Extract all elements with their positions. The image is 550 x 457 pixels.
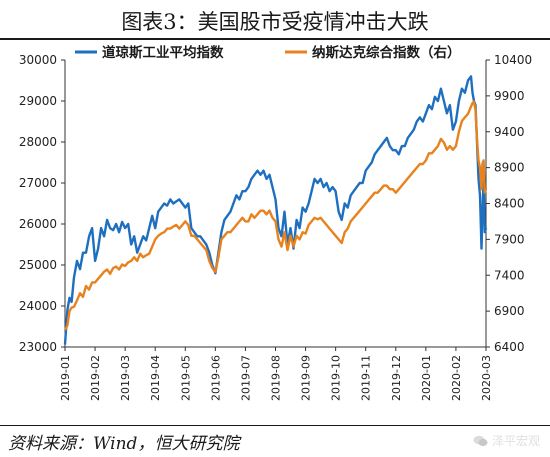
title-divider (0, 38, 550, 40)
footer-divider (0, 425, 550, 426)
chart-title: 图表3：美国股市受疫情冲击大跌 (121, 10, 429, 34)
x-tick-label: 2019-02 (89, 355, 102, 401)
x-tick-label: 2019-07 (239, 355, 252, 401)
x-tick-label: 2019-03 (119, 355, 132, 401)
wechat-icon (473, 435, 488, 446)
x-tick-label: 2019-05 (179, 355, 192, 401)
legend-label-1: 道琼斯工业平均指数 (102, 44, 224, 61)
y-right-tick-label: 9400 (494, 125, 525, 139)
y-right-tick-label: 8900 (494, 161, 525, 175)
y-right-tick-label: 6900 (494, 304, 525, 318)
x-tick-label: 2019-09 (300, 355, 313, 401)
y-left-tick-label: 28000 (19, 135, 57, 149)
x-tick-label: 2019-04 (149, 355, 162, 401)
x-tick-label: 2019-08 (270, 355, 283, 401)
source-note: 资料来源：Wind，恒大研究院 (8, 434, 240, 454)
y-left-tick-label: 27000 (19, 176, 57, 190)
x-tick-label: 2020-03 (480, 355, 493, 401)
y-right-tick-label: 6400 (494, 340, 525, 354)
y-left-tick-label: 24000 (19, 299, 57, 313)
series-lines (63, 75, 488, 345)
x-tick-label: 2019-10 (330, 355, 343, 401)
series-line-2 (63, 100, 488, 331)
x-tick-label: 2020-01 (420, 355, 433, 401)
y-right-tick-label: 8400 (494, 197, 525, 211)
brand-label: 泽平宏观 (491, 434, 540, 448)
y-right-tick-label: 7900 (494, 232, 525, 246)
y-right-tick-label: 9900 (494, 89, 525, 103)
x-tick-label: 2019-06 (209, 355, 222, 401)
legend-label-2: 纳斯达克综合指数（右） (312, 44, 461, 61)
x-tick-label: 2019-11 (360, 355, 373, 401)
line-chart: 23000 24000 25000 26000 27000 28000 29000 30000… (19, 44, 532, 401)
y-right-tick-label: 10400 (494, 53, 532, 67)
chart-legend: 道琼斯工业平均指数 纳斯达克综合指数（右） (75, 44, 461, 61)
x-tick-label: 2020-02 (450, 355, 463, 401)
x-tick-label: 2019-12 (390, 355, 403, 401)
brand-watermark: 泽平宏观 (473, 432, 540, 449)
x-tick-label: 2019-01 (59, 355, 72, 401)
axis-ticks: 23000 24000 25000 26000 27000 28000 29000 30000… (19, 53, 532, 401)
y-left-tick-label: 25000 (19, 258, 57, 272)
y-right-tick-label: 7400 (494, 268, 525, 282)
y-left-tick-label: 26000 (19, 217, 57, 231)
y-left-tick-label: 23000 (19, 340, 57, 354)
y-left-tick-label: 29000 (19, 94, 57, 108)
series-line-1 (63, 75, 488, 345)
y-left-tick-label: 30000 (19, 53, 57, 67)
